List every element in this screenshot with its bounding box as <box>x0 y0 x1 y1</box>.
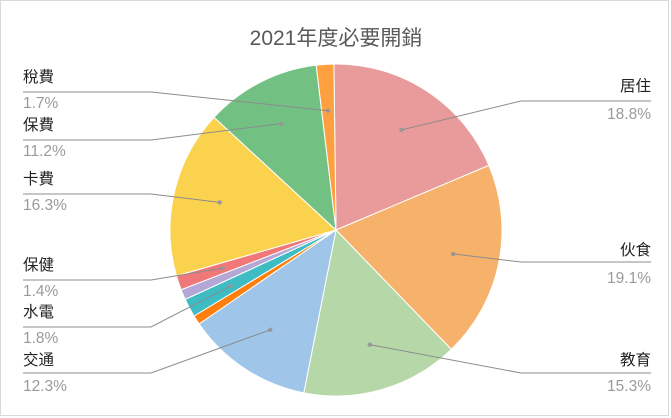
slice-label-水電: 水電 <box>23 303 54 321</box>
slice-label-保健: 保健 <box>23 256 54 274</box>
chart-title: 2021年度必要開銷 <box>250 27 423 50</box>
slice-label-居住: 居住 <box>620 77 651 95</box>
leader-line-水電 <box>23 285 231 328</box>
leader-dot-居住 <box>399 127 404 133</box>
slice-percent-居住: 18.8% <box>607 106 651 123</box>
pie-slice-居住 <box>333 63 490 231</box>
leader-lines <box>23 91 651 374</box>
leader-dot-保健 <box>220 265 225 271</box>
pie-slices <box>169 63 503 397</box>
slice-label-稅費: 稅費 <box>23 68 54 86</box>
slice-label-教育: 教育 <box>620 351 651 369</box>
pie-slice-交通 <box>198 228 337 394</box>
slice-label-卡費: 卡費 <box>23 170 54 188</box>
slice-percent-水電: 1.8% <box>23 330 59 347</box>
slice-label-保費: 保費 <box>23 116 54 134</box>
leader-line-稅費 <box>23 91 329 112</box>
slice-percent-保健: 1.4% <box>23 283 59 300</box>
slice-percent-保費: 11.2% <box>23 143 66 160</box>
leader-dot-教育 <box>367 342 372 347</box>
leader-line-居住 <box>401 100 651 131</box>
slice-label-伙食: 伙食 <box>620 241 652 259</box>
slice-percent-教育: 15.3% <box>607 378 651 395</box>
data-labels: 居住 18.8% 伙食 19.1% 教育 15.3% 交通 12.3% 水電 1.8% 保健 1.4%… <box>23 68 651 395</box>
slice-percent-伙食: 19.1% <box>607 270 651 287</box>
pie-slice-稅費 <box>315 63 337 231</box>
leader-dot-水電 <box>228 283 233 289</box>
leader-line-卡費 <box>23 193 220 203</box>
leader-line-保健 <box>23 267 223 281</box>
leader-line-伙食 <box>453 253 651 263</box>
leader-dot-交通 <box>268 327 273 333</box>
slice-percent-稅費: 1.7% <box>23 95 59 112</box>
pie-slice-伙食 <box>335 164 503 351</box>
leader-line-交通 <box>23 329 271 374</box>
slice-percent-交通: 12.3% <box>23 378 67 395</box>
pie-slice-卡費 <box>169 116 337 277</box>
leader-line-保費 <box>23 123 282 141</box>
pie-slice-教育 <box>303 228 453 397</box>
leader-line-教育 <box>369 344 651 374</box>
slice-label-交通: 交通 <box>23 351 55 369</box>
slice-percent-卡費: 16.3% <box>23 197 67 214</box>
pie-slice-保費 <box>213 64 337 232</box>
